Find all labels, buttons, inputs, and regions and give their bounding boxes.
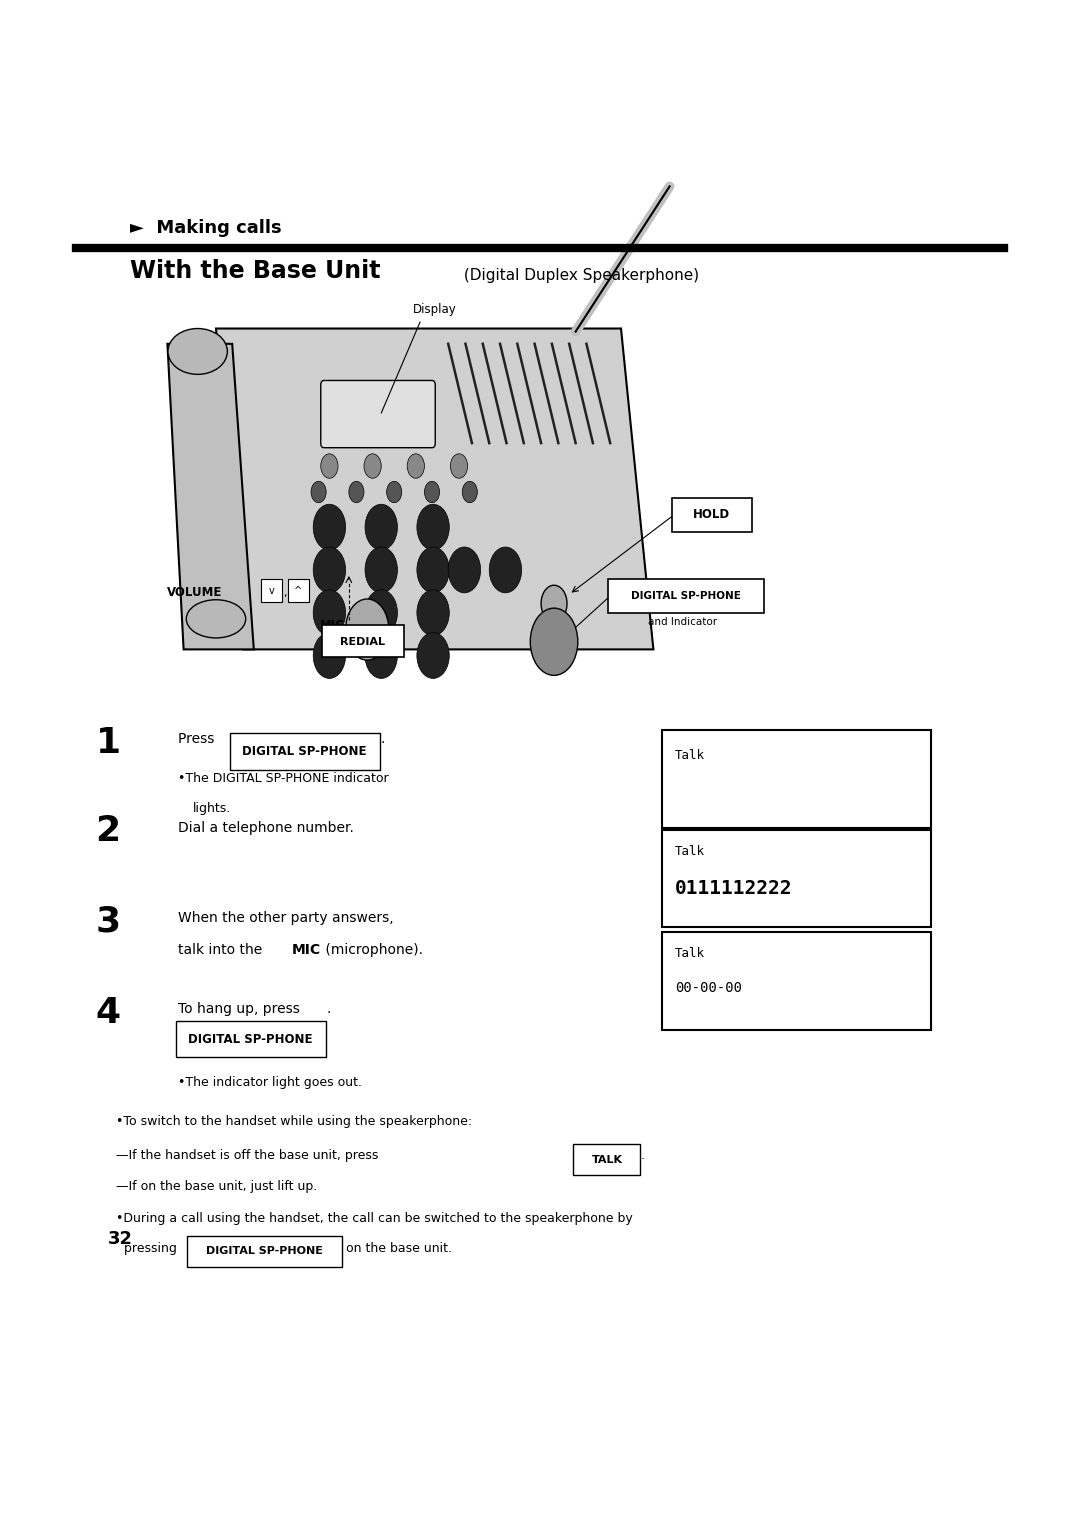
Circle shape [417, 633, 449, 678]
Text: 2: 2 [95, 814, 121, 848]
FancyBboxPatch shape [230, 733, 380, 770]
Circle shape [313, 633, 346, 678]
Text: Talk: Talk [675, 845, 705, 859]
Ellipse shape [168, 329, 227, 374]
Text: 32: 32 [108, 1230, 133, 1248]
Text: —If on the base unit, just lift up.: —If on the base unit, just lift up. [116, 1180, 316, 1193]
Text: When the other party answers,: When the other party answers, [178, 911, 394, 924]
Text: and Indicator: and Indicator [648, 617, 717, 628]
Circle shape [346, 599, 389, 660]
Text: To hang up, press: To hang up, press [178, 1002, 300, 1016]
Text: •The indicator light goes out.: •The indicator light goes out. [178, 1076, 362, 1089]
Text: •To switch to the handset while using the speakerphone:: •To switch to the handset while using th… [116, 1115, 472, 1129]
Text: on the base unit.: on the base unit. [342, 1242, 453, 1256]
Circle shape [311, 481, 326, 503]
Text: talk into the: talk into the [178, 943, 267, 957]
Text: VOLUME: VOLUME [167, 587, 222, 599]
Circle shape [417, 504, 449, 550]
Text: lights.: lights. [193, 802, 231, 816]
FancyBboxPatch shape [321, 380, 435, 448]
Text: (Digital Duplex Speakerphone): (Digital Duplex Speakerphone) [459, 267, 699, 283]
Circle shape [489, 547, 522, 593]
Text: ^: ^ [294, 587, 302, 596]
Circle shape [450, 454, 468, 478]
FancyBboxPatch shape [288, 579, 309, 602]
Ellipse shape [187, 601, 246, 639]
Text: 1: 1 [95, 726, 121, 759]
Circle shape [313, 547, 346, 593]
Text: •The DIGITAL SP-PHONE indicator: •The DIGITAL SP-PHONE indicator [178, 772, 389, 785]
Polygon shape [216, 329, 653, 649]
FancyBboxPatch shape [608, 579, 764, 613]
Circle shape [417, 590, 449, 636]
Text: ►  Making calls: ► Making calls [130, 219, 281, 237]
Text: v: v [268, 587, 274, 596]
Text: DIGITAL SP-PHONE: DIGITAL SP-PHONE [631, 591, 741, 601]
FancyBboxPatch shape [261, 579, 282, 602]
Circle shape [349, 481, 364, 503]
Text: .: . [380, 732, 384, 746]
Circle shape [313, 590, 346, 636]
Circle shape [313, 504, 346, 550]
FancyBboxPatch shape [662, 730, 931, 828]
Circle shape [364, 454, 381, 478]
FancyBboxPatch shape [662, 932, 931, 1030]
Circle shape [424, 481, 440, 503]
Text: —If the handset is off the base unit, press: —If the handset is off the base unit, pr… [116, 1149, 382, 1163]
Circle shape [541, 585, 567, 622]
Text: DIGITAL SP-PHONE: DIGITAL SP-PHONE [242, 746, 367, 758]
Circle shape [407, 454, 424, 478]
Text: MIC: MIC [320, 619, 346, 633]
FancyBboxPatch shape [573, 1144, 640, 1175]
Circle shape [365, 547, 397, 593]
Text: TALK: TALK [592, 1155, 622, 1164]
Circle shape [448, 547, 481, 593]
Circle shape [321, 454, 338, 478]
FancyBboxPatch shape [176, 1021, 326, 1057]
Polygon shape [167, 344, 254, 649]
Text: With the Base Unit: With the Base Unit [130, 258, 380, 283]
Text: 3: 3 [95, 905, 121, 938]
Text: REDIAL: REDIAL [340, 637, 386, 646]
Text: DIGITAL SP-PHONE: DIGITAL SP-PHONE [188, 1033, 313, 1045]
Text: 00-00-00: 00-00-00 [675, 981, 742, 995]
FancyBboxPatch shape [672, 498, 752, 532]
Text: •During a call using the handset, the call can be switched to the speakerphone b: •During a call using the handset, the ca… [116, 1212, 632, 1225]
Circle shape [365, 633, 397, 678]
Circle shape [365, 504, 397, 550]
Text: Dial a telephone number.: Dial a telephone number. [178, 821, 354, 834]
Text: 0111112222: 0111112222 [675, 879, 793, 897]
Text: (microphone).: (microphone). [321, 943, 422, 957]
Text: HOLD: HOLD [693, 509, 730, 521]
Text: Display: Display [413, 303, 457, 316]
Circle shape [365, 590, 397, 636]
Text: MIC: MIC [292, 943, 321, 957]
Circle shape [417, 547, 449, 593]
Text: ,: , [283, 588, 286, 597]
Text: DIGITAL SP-PHONE: DIGITAL SP-PHONE [206, 1247, 323, 1256]
Text: .: . [640, 1149, 645, 1163]
Circle shape [387, 481, 402, 503]
Text: Talk: Talk [675, 749, 705, 762]
FancyBboxPatch shape [662, 830, 931, 927]
Text: .: . [326, 1002, 330, 1016]
Circle shape [462, 481, 477, 503]
Text: Talk: Talk [675, 947, 705, 961]
Text: pressing: pressing [116, 1242, 180, 1256]
Text: Press: Press [178, 732, 219, 746]
FancyBboxPatch shape [322, 625, 404, 657]
Text: 4: 4 [95, 996, 121, 1030]
FancyBboxPatch shape [187, 1236, 342, 1267]
Circle shape [530, 608, 578, 675]
